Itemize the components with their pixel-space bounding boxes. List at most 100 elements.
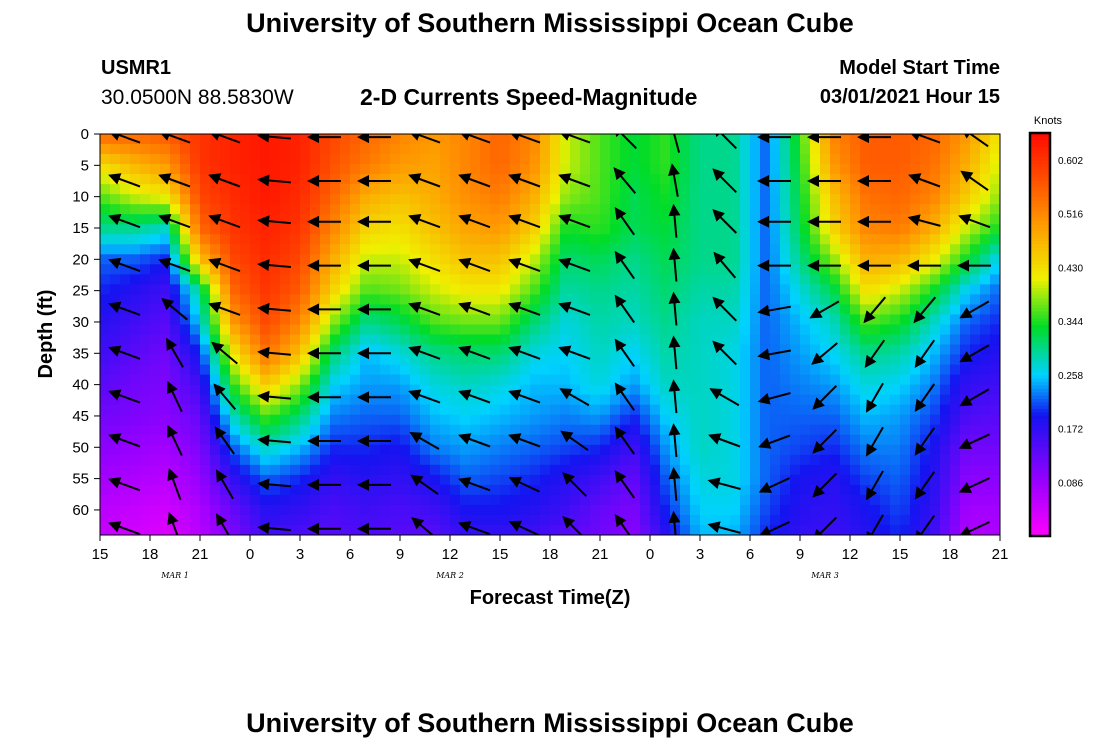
heatmap-cell [980,234,991,245]
heatmap-cell [330,294,341,306]
heatmap-cell [140,504,151,516]
heatmap-cell [340,314,351,326]
heatmap-cell [800,374,811,386]
heatmap-cell [540,224,551,235]
heatmap-cell [900,524,911,535]
heatmap-cell [600,524,611,535]
heatmap-cell [540,174,551,185]
heatmap-cell [660,164,671,175]
heatmap-cell [420,134,431,145]
heatmap-cell [450,344,461,356]
heatmap-cell [940,294,951,306]
heatmap-cell [990,144,1000,155]
heatmap-cell [420,414,431,426]
heatmap-cell [480,284,491,295]
heatmap-cell [520,174,531,185]
heatmap-cell [140,194,151,205]
heatmap-cell [820,504,831,516]
heatmap-cell [730,134,741,145]
heatmap-cell [590,494,601,506]
heatmap-cell [730,454,741,466]
heatmap-cell [900,454,911,466]
current-vector [208,214,241,229]
heatmap-cell [200,414,211,426]
heatmap-cell [670,234,681,245]
heatmap-cell [840,134,851,145]
heatmap-cell [460,364,471,376]
heatmap-cell [730,354,741,366]
heatmap-cell [410,264,421,275]
colorbar-swatch [1030,488,1050,493]
heatmap-cell [710,274,721,285]
heatmap-cell [770,254,781,265]
heatmap-cell [830,204,841,215]
heatmap-cell [590,254,601,265]
heatmap-cell [590,224,601,235]
heatmap-cell [770,174,781,185]
colorbar-swatch [1030,173,1050,178]
heatmap-cell [540,364,551,376]
heatmap-cell [210,524,221,535]
heatmap-cell [490,354,501,366]
station-coordinates: 30.0500N 88.5830W [101,86,294,109]
heatmap-cell [680,434,691,446]
heatmap-cell [260,384,271,396]
heatmap-cell [920,504,931,516]
heatmap-cell [790,364,801,376]
heatmap-cell [490,164,501,175]
heatmap-cell [860,474,871,486]
heatmap-cell [870,194,881,205]
heatmap-cell [120,394,131,406]
heatmap-cell [690,304,701,316]
heatmap-cell [530,454,541,466]
heatmap-cell [290,404,301,416]
heatmap-cell [910,224,921,235]
heatmap-cell [480,234,491,245]
heatmap-cell [950,364,961,376]
current-vector [614,470,636,499]
heatmap-cell [950,454,961,466]
heatmap-cell [980,264,991,275]
heatmap-cell [530,314,541,326]
heatmap-cell [800,274,811,285]
heatmap-cell [780,244,791,255]
heatmap-cell [360,174,371,185]
heatmap-cell [330,324,341,336]
heatmap-cell [290,334,301,346]
heatmap-cell [800,394,811,406]
heatmap-cell [110,334,121,346]
heatmap-cell [940,164,951,175]
heatmap-cell [980,434,991,446]
heatmap-cell [700,154,711,165]
heatmap-cell [780,274,791,285]
heatmap-cell [480,324,491,336]
heatmap-cell [840,434,851,446]
heatmap-cell [890,354,901,366]
heatmap-cell [840,364,851,376]
heatmap-cell [880,254,891,265]
heatmap-cell [740,304,751,316]
heatmap-cell [780,294,791,306]
heatmap-cell [480,384,491,396]
current-vector [960,134,989,148]
heatmap-cell [660,524,671,535]
heatmap-cell [450,194,461,205]
heatmap-cell [930,154,941,165]
heatmap-cell [440,524,451,535]
heatmap-cell [270,424,281,436]
heatmap-cell [340,484,351,496]
heatmap-cell [630,344,641,356]
heatmap-cell [790,184,801,195]
heatmap-cell [200,204,211,215]
current-vector [167,424,183,456]
heatmap-cell [280,354,291,366]
heatmap-cell [440,344,451,356]
heatmap-cell [700,494,711,506]
heatmap-cell [820,394,831,406]
heatmap-cell [430,174,441,185]
heatmap-cell [430,494,441,506]
heatmap-cell [360,194,371,205]
heatmap-cell [700,424,711,436]
heatmap-cell [530,284,541,295]
heatmap-cell [270,174,281,185]
